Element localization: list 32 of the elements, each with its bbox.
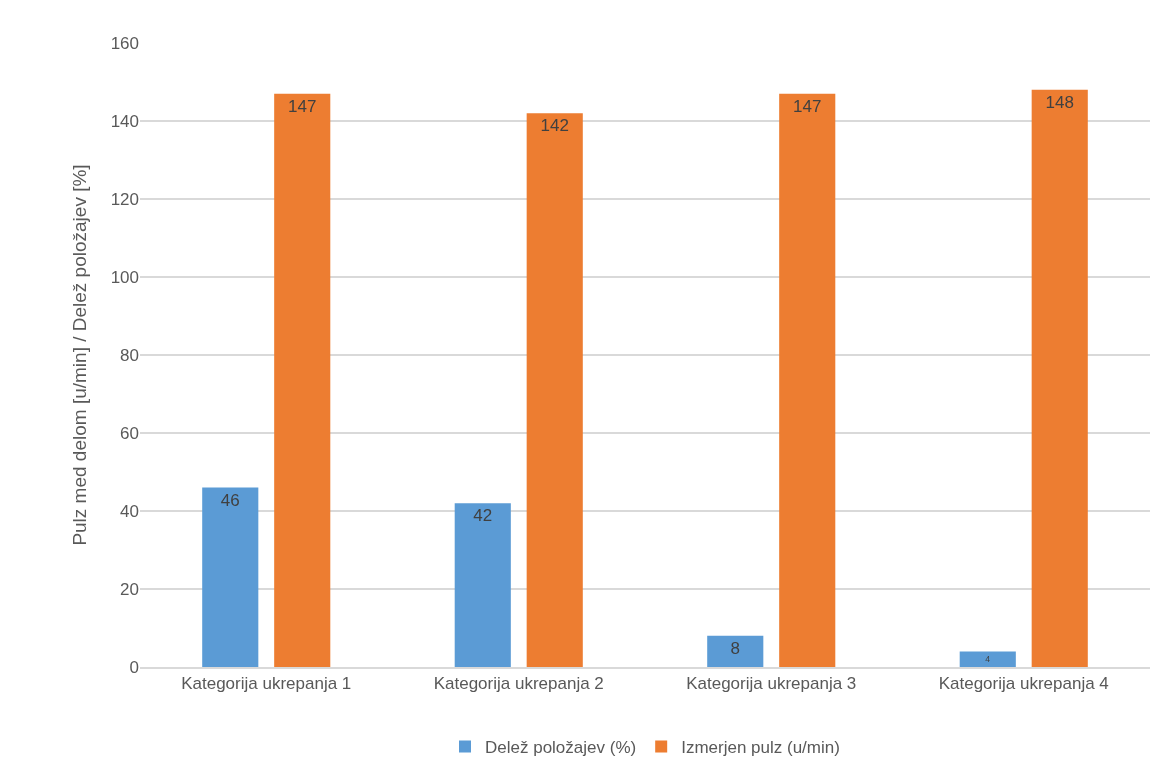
legend-label: Izmerjen pulz (u/min)	[681, 738, 840, 758]
bar	[454, 503, 511, 667]
bar	[1031, 89, 1088, 667]
y-tick-label: 160	[110, 33, 139, 53]
data-label: 148	[1045, 92, 1074, 112]
y-tick-label: 80	[120, 345, 139, 365]
data-label: 147	[793, 96, 822, 116]
data-label: 46	[220, 490, 240, 510]
data-label: 4	[985, 653, 991, 664]
bar	[779, 93, 836, 667]
data-label: 142	[540, 116, 569, 136]
x-tick-label: Kategorija ukrepanja 2	[433, 674, 604, 694]
bar	[202, 487, 259, 667]
data-label: 42	[473, 506, 493, 526]
data-label: 147	[288, 96, 317, 116]
y-tick-label: 100	[110, 267, 139, 287]
y-tick-label: 40	[120, 501, 139, 521]
y-tick-label: 0	[129, 657, 139, 677]
y-tick-label: 60	[120, 423, 139, 443]
x-tick-label: Kategorija ukrepanja 3	[686, 674, 857, 694]
x-tick-label: Kategorija ukrepanja 4	[938, 674, 1109, 694]
y-axis-title: Pulz med delom [u/min] / Delež položajev [%]	[69, 164, 91, 546]
data-label: 8	[730, 638, 740, 658]
x-tick-label: Kategorija ukrepanja 1	[181, 674, 352, 694]
legend-label: Delež položajev (%)	[485, 738, 637, 758]
y-tick-label: 120	[110, 189, 139, 209]
y-tick-label: 20	[120, 579, 139, 599]
y-tick-label: 140	[110, 111, 139, 131]
bar	[959, 651, 1016, 667]
bar	[707, 635, 764, 667]
bar	[526, 113, 583, 667]
bar	[274, 93, 331, 667]
